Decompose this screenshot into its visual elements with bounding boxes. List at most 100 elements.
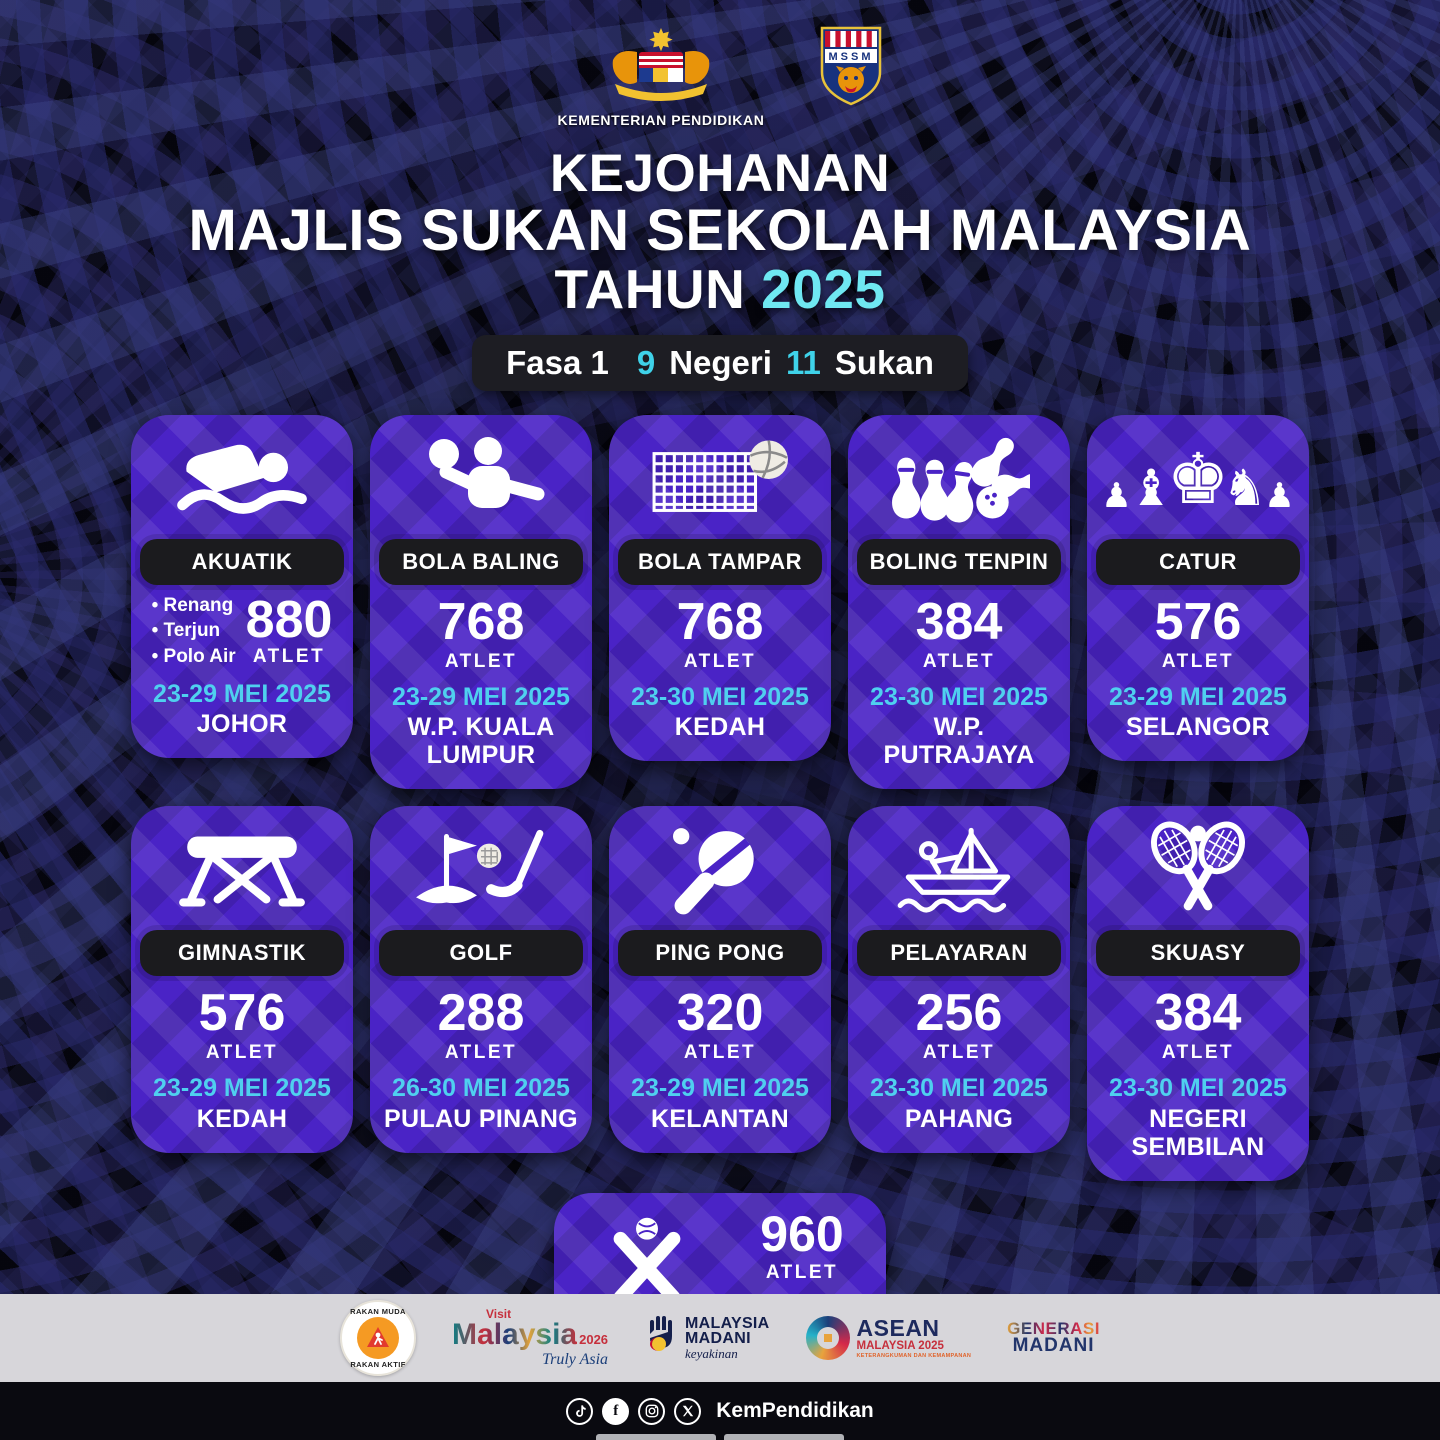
discipline-item: Renang xyxy=(152,593,236,619)
event-date: 23-29 MEI 2025 xyxy=(392,682,570,711)
sport-card-pelayaran: PELAYARAN 256 ATLET 23-30 MEI 2025 PAHAN… xyxy=(848,806,1070,1153)
athlete-label: ATLET xyxy=(683,1042,757,1064)
athlete-count: 256 xyxy=(915,984,1003,1043)
event-location: KEDAH xyxy=(674,713,766,742)
athlete-label: ATLET xyxy=(444,1042,518,1064)
event-location: JOHOR xyxy=(196,710,288,739)
athlete-count: 288 xyxy=(437,984,525,1043)
sport-card-gimnastik: GIMNASTIK 576 ATLET 23-29 MEI 2025 KEDAH xyxy=(131,806,353,1153)
handball-player-icon xyxy=(415,427,547,533)
rakan-muda-runner-icon xyxy=(357,1317,400,1359)
event-location: PULAU PINANG xyxy=(384,1104,578,1133)
athlete-count: 320 xyxy=(676,984,764,1043)
athlete-label: ATLET xyxy=(444,650,518,672)
event-location: KELANTAN xyxy=(650,1104,790,1133)
sport-name-badge: BOLA TAMPAR xyxy=(618,538,822,585)
event-location: NEGERI SEMBILAN xyxy=(1131,1104,1265,1161)
sports-count: 11 xyxy=(785,343,821,381)
sport-name-badge: PELAYARAN xyxy=(857,930,1061,977)
asean-swirl-icon xyxy=(805,1316,850,1360)
sport-name-badge: CATUR xyxy=(1096,538,1300,585)
sport-name-badge: BOLING TENPIN xyxy=(857,538,1061,585)
social-media-strip: f KemPendidikan xyxy=(0,1382,1440,1440)
sport-card-catur: ♟ ♝ ♚ ♞ ♟ CATUR 576 ATLET 23-29 MEI 2025… xyxy=(1087,415,1309,762)
asean-2025-logo: ASEAN MALAYSIA 2025 KETERANGKUMAN DAN KE… xyxy=(805,1316,972,1360)
event-date: 23-30 MEI 2025 xyxy=(631,682,809,711)
sports-grid: AKUATIK Renang Terjun Polo Air 880 ATLET… xyxy=(131,415,1309,1181)
discipline-list: Renang Terjun Polo Air xyxy=(152,593,236,670)
madani-hand-icon xyxy=(644,1314,678,1363)
title-year: 2025 xyxy=(761,258,886,321)
sport-name-badge: BOLA BALING xyxy=(379,538,583,585)
mssm-acronym-text: MSSM xyxy=(829,51,874,63)
tiktok-icon xyxy=(566,1397,594,1425)
athlete-label: ATLET xyxy=(922,650,996,672)
phase-banner: Fasa 1 9 Negeri 11 Sukan xyxy=(0,334,1440,391)
table-tennis-paddle-icon xyxy=(657,818,783,924)
athlete-label: ATLET xyxy=(1161,650,1235,672)
title-line-1: KEJOHANAN xyxy=(549,144,891,203)
athlete-stats: Renang Terjun Polo Air 880 ATLET xyxy=(152,593,333,670)
chess-pieces-icon: ♟ ♝ ♚ ♞ ♟ xyxy=(1101,438,1295,521)
squash-racquets-icon xyxy=(1129,818,1267,924)
generasi-madani-logo: GENERASI MADANI xyxy=(1007,1318,1100,1357)
gymnastics-vault-icon xyxy=(171,818,313,924)
instagram-icon xyxy=(638,1397,666,1425)
athlete-count: 960 xyxy=(760,1205,844,1262)
golf-icon xyxy=(410,818,552,924)
athlete-count: 576 xyxy=(198,984,286,1043)
athlete-count: 384 xyxy=(1154,984,1242,1043)
event-date: 23-29 MEI 2025 xyxy=(153,1074,331,1103)
sport-name-badge: PING PONG xyxy=(618,930,822,977)
event-date: 23-30 MEI 2025 xyxy=(870,682,1048,711)
athlete-label: ATLET xyxy=(922,1042,996,1064)
facebook-icon: f xyxy=(602,1397,630,1425)
sport-name-badge: GIMNASTIK xyxy=(140,930,344,977)
partner-logos-bar: RAKAN MUDA RAKAN AKTIF Visit Malaysia 20… xyxy=(0,1294,1440,1382)
sports-label: Sukan xyxy=(834,343,934,381)
phase-label: Fasa 1 xyxy=(506,343,609,381)
athlete-label: ATLET xyxy=(252,646,326,668)
event-location: W.P. KUALA LUMPUR xyxy=(407,713,555,770)
ministry-caption: KEMENTERIAN PENDIDIKAN xyxy=(557,112,765,128)
sport-card-skuasy: SKUASY 384 ATLET 23-30 MEI 2025 NEGERI S… xyxy=(1087,806,1309,1181)
athlete-label: ATLET xyxy=(1161,1042,1235,1064)
title-line-2: MAJLIS SUKAN SEKOLAH MALAYSIA xyxy=(188,198,1252,264)
cutoff-next-line xyxy=(0,1434,1440,1440)
event-location: PAHANG xyxy=(904,1104,1014,1133)
mssm-crest-icon: MSSM xyxy=(821,26,882,106)
athlete-count: 384 xyxy=(915,592,1003,651)
mssm-crest-block: MSSM xyxy=(820,26,882,111)
sport-name-badge: AKUATIK xyxy=(140,538,344,585)
title-line-3: TAHUN 2025 xyxy=(554,258,886,321)
event-location: SELANGOR xyxy=(1125,713,1271,742)
event-location: KEDAH xyxy=(196,1104,288,1133)
states-label: Negeri xyxy=(669,343,772,381)
sport-card-bola-tampar: BOLA TAMPAR 768 ATLET 23-30 MEI 2025 KED… xyxy=(609,415,831,762)
sport-card-golf: GOLF 288 ATLET 26-30 MEI 2025 PULAU PINA… xyxy=(370,806,592,1153)
rakan-muda-logo: RAKAN MUDA RAKAN AKTIF xyxy=(340,1300,417,1376)
event-date: 26-30 MEI 2025 xyxy=(392,1074,570,1103)
athlete-label: ATLET xyxy=(683,650,757,672)
athlete-count: 880 xyxy=(245,591,333,650)
swimmer-icon xyxy=(174,427,310,533)
volleyball-net-icon xyxy=(649,427,791,533)
sport-card-bola-baling: BOLA BALING 768 ATLET 23-29 MEI 2025 W.P… xyxy=(370,415,592,790)
event-location: W.P. PUTRAJAYA xyxy=(883,713,1035,770)
malaysia-madani-logo: MALAYSIA MADANI keyakinan xyxy=(644,1314,770,1363)
x-twitter-icon xyxy=(674,1397,702,1425)
sport-name-badge: SKUASY xyxy=(1096,930,1300,977)
athlete-count: 576 xyxy=(1154,592,1242,651)
athlete-label: ATLET xyxy=(205,1042,279,1064)
sport-name-badge: GOLF xyxy=(379,930,583,977)
athlete-count: 768 xyxy=(676,592,764,651)
event-date: 23-29 MEI 2025 xyxy=(1109,682,1287,711)
event-date: 23-29 MEI 2025 xyxy=(631,1074,809,1103)
social-handle: KemPendidikan xyxy=(716,1399,874,1422)
sailing-boat-icon xyxy=(888,818,1030,924)
visit-malaysia-logo: Visit Malaysia 2026 Truly Asia xyxy=(452,1307,609,1368)
discipline-item: Terjun xyxy=(152,618,236,644)
bowling-pins-icon xyxy=(888,427,1030,533)
ministry-logo-block: KEMENTERIAN PENDIDIKAN xyxy=(558,26,765,128)
athlete-count: 768 xyxy=(437,592,525,651)
